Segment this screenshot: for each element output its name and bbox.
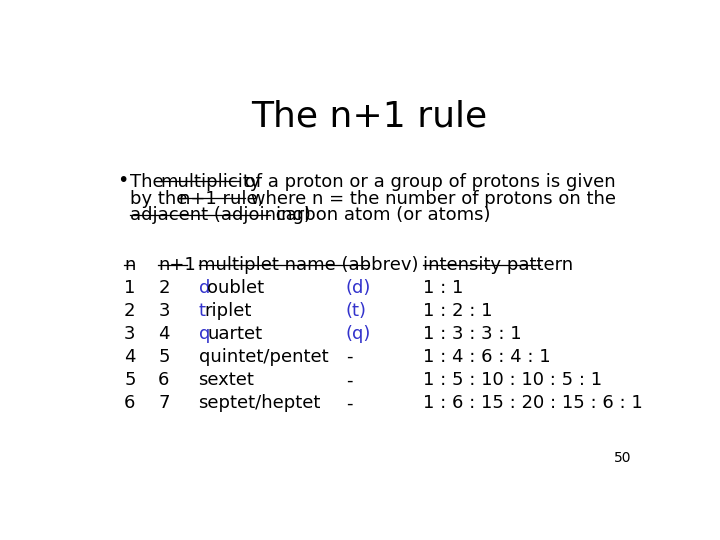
Text: 3: 3 <box>124 325 135 343</box>
Text: by the: by the <box>130 190 194 207</box>
Text: n+1 rule,: n+1 rule, <box>179 190 264 207</box>
Text: 1 : 2 : 1: 1 : 2 : 1 <box>423 302 492 320</box>
Text: intensity pattern: intensity pattern <box>423 256 573 274</box>
Text: 1 : 6 : 15 : 20 : 15 : 6 : 1: 1 : 6 : 15 : 20 : 15 : 6 : 1 <box>423 394 643 413</box>
Text: 4: 4 <box>124 348 135 366</box>
Text: sextet: sextet <box>199 372 254 389</box>
Text: 2: 2 <box>158 279 170 297</box>
Text: 1 : 5 : 10 : 10 : 5 : 1: 1 : 5 : 10 : 10 : 5 : 1 <box>423 372 603 389</box>
Text: of a proton or a group of protons is given: of a proton or a group of protons is giv… <box>239 173 616 191</box>
Text: multiplicity: multiplicity <box>161 173 261 191</box>
Text: 1 : 4 : 6 : 4 : 1: 1 : 4 : 6 : 4 : 1 <box>423 348 551 366</box>
Text: 6: 6 <box>158 372 170 389</box>
Text: q: q <box>199 325 210 343</box>
Text: t: t <box>199 302 205 320</box>
Text: 1: 1 <box>124 279 135 297</box>
Text: 5: 5 <box>124 372 135 389</box>
Text: 1 : 3 : 3 : 1: 1 : 3 : 3 : 1 <box>423 325 522 343</box>
Text: -: - <box>346 372 352 389</box>
Text: oublet: oublet <box>207 279 264 297</box>
Text: (d): (d) <box>346 279 371 297</box>
Text: 2: 2 <box>124 302 135 320</box>
Text: adjacent (adjoining): adjacent (adjoining) <box>130 206 311 225</box>
Text: 3: 3 <box>158 302 170 320</box>
Text: The n+1 rule: The n+1 rule <box>251 99 487 133</box>
Text: -: - <box>346 348 352 366</box>
Text: quintet/pentet: quintet/pentet <box>199 348 328 366</box>
Text: •: • <box>117 171 128 190</box>
Text: The: The <box>130 173 170 191</box>
Text: carbon atom (or atoms): carbon atom (or atoms) <box>271 206 491 225</box>
Text: uartet: uartet <box>207 325 263 343</box>
Text: where n = the number of protons on the: where n = the number of protons on the <box>245 190 616 207</box>
Text: 1 : 1: 1 : 1 <box>423 279 464 297</box>
Text: (q): (q) <box>346 325 371 343</box>
Text: n: n <box>124 256 135 274</box>
Text: 5: 5 <box>158 348 170 366</box>
Text: 6: 6 <box>124 394 135 413</box>
Text: 4: 4 <box>158 325 170 343</box>
Text: d: d <box>199 279 210 297</box>
Text: n+1: n+1 <box>158 256 196 274</box>
Text: 7: 7 <box>158 394 170 413</box>
Text: septet/heptet: septet/heptet <box>199 394 321 413</box>
Text: -: - <box>346 394 352 413</box>
Text: 50: 50 <box>613 451 631 465</box>
Text: riplet: riplet <box>204 302 251 320</box>
Text: multiplet name (abbrev): multiplet name (abbrev) <box>199 256 419 274</box>
Text: (t): (t) <box>346 302 366 320</box>
